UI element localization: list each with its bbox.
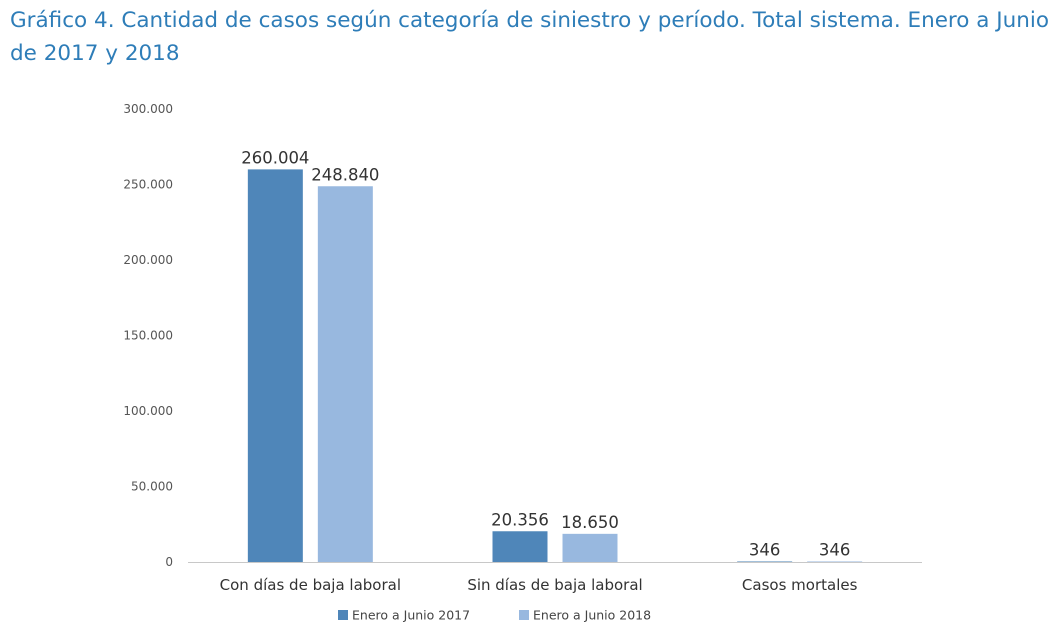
y-tick-label: 300.000 xyxy=(123,102,173,116)
bar-2017 xyxy=(492,531,548,562)
chart-title-line-2: de 2017 y 2018 xyxy=(10,41,180,66)
y-tick-label: 150.000 xyxy=(123,329,173,343)
data-label: 248.840 xyxy=(311,165,379,184)
y-tick-label: 200.000 xyxy=(123,253,173,267)
y-tick-label: 0 xyxy=(165,555,173,569)
data-label: 18.650 xyxy=(561,513,619,532)
x-tick-label: Con días de baja laboral xyxy=(220,576,401,594)
chart-title: Gráfico 4. Cantidad de casos según categ… xyxy=(10,4,1050,70)
bar-2018 xyxy=(562,533,618,562)
chart-title-line-1: Gráfico 4. Cantidad de casos según categ… xyxy=(10,8,1050,33)
bar-2018 xyxy=(317,186,373,563)
x-tick-label: Casos mortales xyxy=(742,576,858,594)
legend-label: Enero a Junio 2017 xyxy=(352,608,470,623)
legend-label: Enero a Junio 2018 xyxy=(533,608,651,623)
y-tick-label: 250.000 xyxy=(123,178,173,192)
y-tick-label: 50.000 xyxy=(131,480,173,494)
data-label: 346 xyxy=(749,540,781,559)
bar-2018 xyxy=(807,561,863,562)
legend-swatch xyxy=(338,610,348,620)
x-tick-label: Sin días de baja laboral xyxy=(467,576,642,594)
y-tick-label: 100.000 xyxy=(123,404,173,418)
data-label: 346 xyxy=(819,540,851,559)
legend-swatch xyxy=(519,610,529,620)
bar-2017 xyxy=(247,169,303,562)
bar-2017 xyxy=(737,561,793,562)
data-label: 260.004 xyxy=(241,148,309,167)
data-label: 20.356 xyxy=(491,510,549,529)
